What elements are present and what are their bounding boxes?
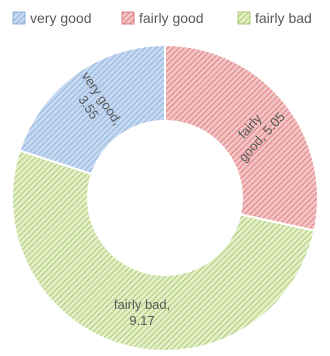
- slice-very-good: [18, 43, 166, 176]
- slice-fairly-good: [164, 43, 319, 232]
- legend-item-fairly-good: fairly good: [121, 10, 204, 26]
- legend-swatch-fairly-bad: [237, 11, 251, 25]
- slice-label-fairly-bad: fairly bad, 9.17: [114, 297, 170, 328]
- chart-legend: very good fairly good fairly bad: [12, 10, 312, 26]
- legend-label-fairly-bad: fairly bad: [255, 10, 312, 26]
- legend-item-very-good: very good: [12, 10, 91, 26]
- donut-slices: [11, 43, 319, 352]
- legend-item-fairly-bad: fairly bad: [237, 10, 312, 26]
- legend-label-very-good: very good: [30, 10, 91, 26]
- slice-fairly-bad: [11, 149, 316, 352]
- legend-label-fairly-good: fairly good: [139, 10, 204, 26]
- legend-swatch-fairly-good: [121, 11, 135, 25]
- legend-swatch-very-good: [12, 11, 26, 25]
